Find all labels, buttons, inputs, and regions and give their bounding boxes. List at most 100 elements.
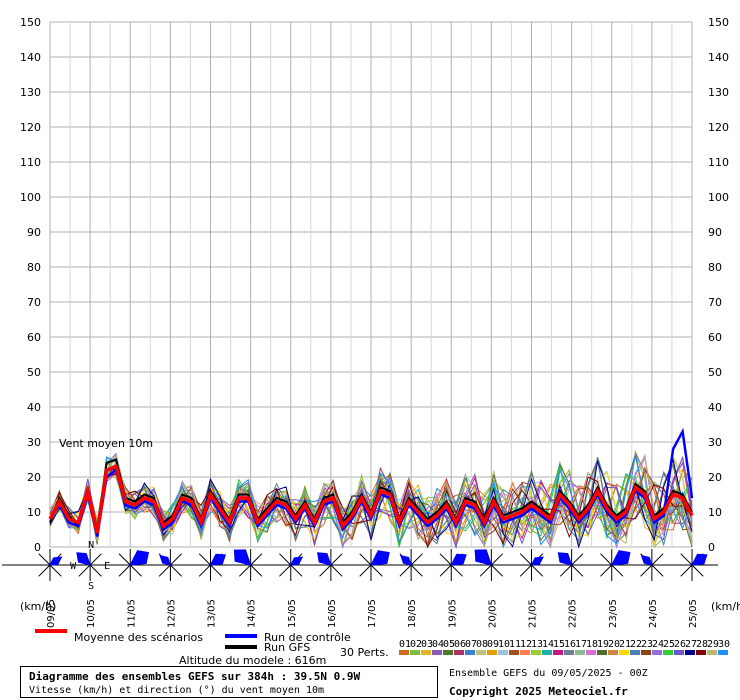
perturbation-id: 23 bbox=[641, 639, 653, 650]
x-tick-label: 11/05 bbox=[126, 599, 137, 628]
x-tick-label: 13/05 bbox=[207, 599, 218, 628]
perturbation-id: 22 bbox=[630, 639, 642, 650]
perturbation-id: 30 bbox=[718, 639, 730, 650]
compass-w: W bbox=[70, 561, 77, 572]
y-tick-right: 120 bbox=[708, 121, 729, 134]
perturbation-id: 06 bbox=[454, 639, 466, 650]
perturbation-id: 13 bbox=[531, 639, 543, 650]
x-tick-label: 18/05 bbox=[407, 599, 418, 628]
y-tick-right: 10 bbox=[708, 506, 722, 519]
wind-rose bbox=[676, 549, 708, 581]
x-tick-label: 20/05 bbox=[487, 599, 498, 628]
perturbation-swatch bbox=[652, 650, 662, 655]
compass-e: E bbox=[104, 561, 110, 572]
wind-rose bbox=[515, 549, 548, 581]
legend-swatch-mean bbox=[35, 629, 67, 633]
y-tick-left: 30 bbox=[27, 436, 41, 449]
y-tick-left: 20 bbox=[27, 471, 41, 484]
perturbation-swatch bbox=[531, 650, 541, 655]
x-tick-label: 17/05 bbox=[367, 599, 378, 628]
x-axis-date-labels: 09/05 10/05 11/05 12/05 13/05 14/05 15/05 16/05… bbox=[46, 599, 699, 628]
perturbation-legend: 0102030405060708091011121314151617181920… bbox=[399, 639, 730, 655]
unit-right: (km/h) bbox=[711, 600, 740, 613]
perturbation-swatch bbox=[608, 650, 618, 655]
perturbation-swatch bbox=[597, 650, 607, 655]
x-tick-label: 16/05 bbox=[327, 599, 338, 628]
perturbation-swatch bbox=[718, 650, 728, 655]
annotation-label: Vent moyen 10m bbox=[59, 437, 153, 450]
perturbation-swatch bbox=[564, 650, 574, 655]
x-tick-label: 12/05 bbox=[166, 599, 177, 628]
y-tick-left: 140 bbox=[20, 51, 41, 64]
x-tick-label: 23/05 bbox=[608, 599, 619, 628]
perturbation-id: 29 bbox=[707, 639, 719, 650]
perturbation-swatch bbox=[553, 650, 563, 655]
perturbation-id: 18 bbox=[586, 639, 598, 650]
y-tick-right: 60 bbox=[708, 331, 722, 344]
perturbation-swatch bbox=[487, 650, 497, 655]
perturbation-id: 12 bbox=[520, 639, 532, 650]
wind-rose bbox=[355, 549, 390, 581]
legend-label-control: Run de contrôle bbox=[264, 631, 351, 644]
perturbation-id: 10 bbox=[498, 639, 510, 650]
y-tick-left: 70 bbox=[27, 296, 41, 309]
perturbation-id: 19 bbox=[597, 639, 609, 650]
perturbation-swatch bbox=[454, 650, 464, 655]
perturbation-swatch bbox=[641, 650, 651, 655]
y-tick-right: 90 bbox=[708, 226, 722, 239]
wind-direction-roses: N SE W bbox=[2, 540, 718, 592]
perturbation-id: 28 bbox=[696, 639, 708, 650]
wind-rose bbox=[595, 549, 631, 581]
compass-n: N bbox=[88, 540, 94, 551]
y-tick-right: 20 bbox=[708, 471, 722, 484]
y-tick-left: 90 bbox=[27, 226, 41, 239]
perturbation-swatch bbox=[476, 650, 486, 655]
y-tick-right: 0 bbox=[708, 541, 715, 554]
compass-s: S bbox=[88, 581, 94, 592]
y-tick-left: 50 bbox=[27, 366, 41, 379]
y-tick-right: 130 bbox=[708, 86, 729, 99]
legend-label-gfs: Run GFS bbox=[264, 641, 310, 654]
wind-rose bbox=[194, 549, 227, 581]
wind-rose bbox=[233, 549, 267, 581]
x-tick-label: 22/05 bbox=[568, 599, 579, 628]
perturbation-id: 26 bbox=[674, 639, 686, 650]
wind-rose bbox=[555, 549, 588, 581]
perturbation-id: 05 bbox=[443, 639, 455, 650]
perturbation-swatch bbox=[663, 650, 673, 655]
y-tick-right: 100 bbox=[708, 191, 729, 204]
perturbation-line bbox=[49, 455, 693, 546]
perturbation-id: 01 bbox=[399, 639, 411, 650]
perturbation-id: 07 bbox=[465, 639, 477, 650]
perturbation-id: 24 bbox=[652, 639, 664, 650]
unit-left: (km/h) bbox=[20, 600, 56, 613]
perturbation-id: 02 bbox=[410, 639, 422, 650]
y-axis-ticks: 0 0 10 10 20 20 30 30 40 40 50 50 60 60 70 70 80 80 90 90 10… bbox=[20, 16, 729, 554]
perturbation-swatch bbox=[696, 650, 706, 655]
perturbation-id: 14 bbox=[542, 639, 554, 650]
legend-label-mean: Moyenne des scénarios bbox=[74, 631, 203, 644]
perturbation-swatch bbox=[443, 650, 453, 655]
y-tick-right: 140 bbox=[708, 51, 729, 64]
y-tick-left: 120 bbox=[20, 121, 41, 134]
perturbation-swatch bbox=[674, 650, 684, 655]
perturbations-label: 30 Perts. bbox=[340, 646, 389, 659]
perturbation-swatch bbox=[619, 650, 629, 655]
perturbation-id: 08 bbox=[476, 639, 488, 650]
perturbation-swatch bbox=[707, 650, 717, 655]
y-tick-left: 110 bbox=[20, 156, 41, 169]
perturbation-swatch bbox=[421, 650, 431, 655]
y-tick-left: 0 bbox=[34, 541, 41, 554]
y-tick-right: 50 bbox=[708, 366, 722, 379]
perturbation-id: 21 bbox=[619, 639, 631, 650]
y-tick-right: 110 bbox=[708, 156, 729, 169]
legend-swatch-control bbox=[225, 634, 257, 638]
perturbation-id: 04 bbox=[432, 639, 444, 650]
perturbation-swatch bbox=[630, 650, 640, 655]
chart-grid bbox=[49, 21, 693, 548]
y-tick-left: 150 bbox=[20, 16, 41, 29]
perturbation-swatch bbox=[399, 650, 409, 655]
y-tick-left: 60 bbox=[27, 331, 41, 344]
perturbation-id: 27 bbox=[685, 639, 697, 650]
y-tick-left: 100 bbox=[20, 191, 41, 204]
